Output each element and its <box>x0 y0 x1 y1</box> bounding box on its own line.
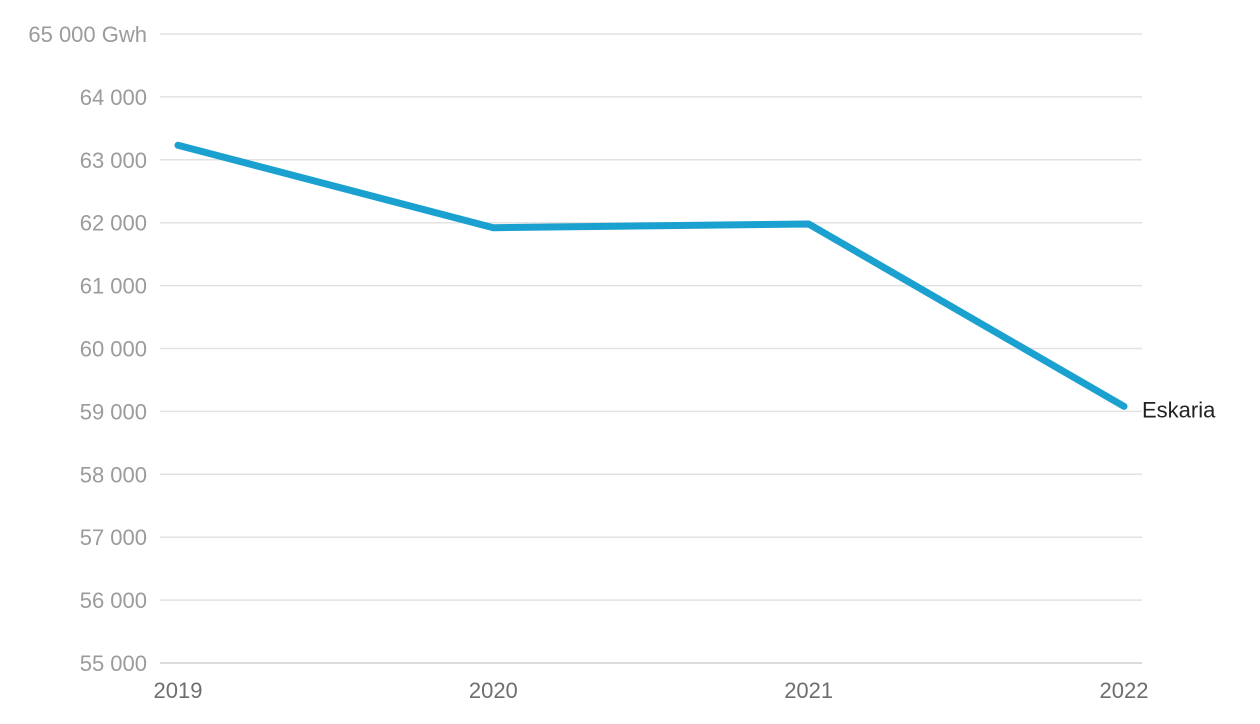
y-tick-label: 57 000 <box>80 525 147 550</box>
x-tick-label: 2022 <box>1100 678 1149 703</box>
y-axis: 65 000 Gwh 64 000 63 000 62 000 61 000 60 000… <box>28 22 147 676</box>
y-tick-label: 58 000 <box>80 462 147 487</box>
x-tick-label: 2021 <box>784 678 833 703</box>
x-axis: 2019 2020 2021 2022 <box>154 678 1149 703</box>
y-tick-label: 60 000 <box>80 337 147 362</box>
y-tick-label: 62 000 <box>80 211 147 236</box>
x-tick-label: 2020 <box>469 678 518 703</box>
y-tick-label: 56 000 <box>80 588 147 613</box>
series-line-eskaria <box>174 141 1128 410</box>
grid-lines <box>160 33 1142 664</box>
x-tick-label: 2019 <box>154 678 203 703</box>
y-tick-label: 64 000 <box>80 85 147 110</box>
y-tick-label: 55 000 <box>80 651 147 676</box>
y-tick-label: 61 000 <box>80 274 147 299</box>
series-label: Eskaria <box>1142 397 1216 422</box>
y-tick-label: 63 000 <box>80 148 147 173</box>
y-tick-label: 65 000 Gwh <box>28 22 147 47</box>
series: Eskaria <box>174 141 1216 422</box>
y-tick-label: 59 000 <box>80 399 147 424</box>
